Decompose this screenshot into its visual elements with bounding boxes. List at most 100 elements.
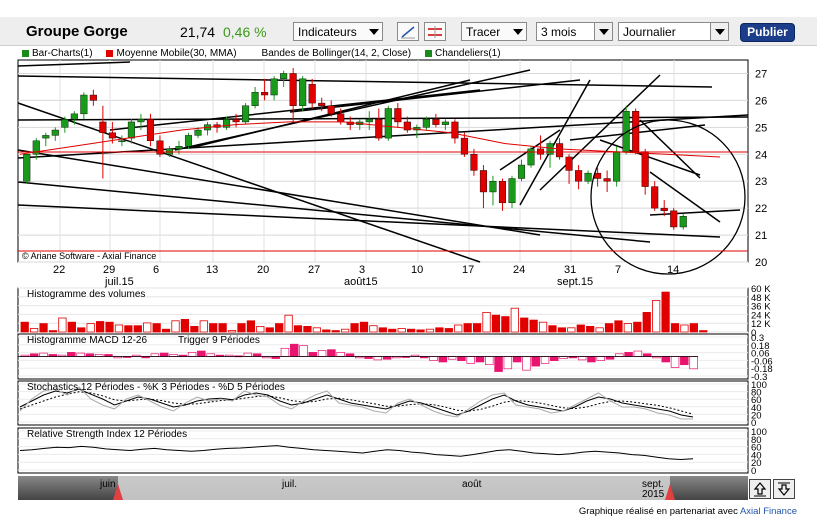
price-panel [17,59,749,263]
volume-bar [435,327,444,333]
volume-bar [538,321,548,333]
volume-bar [388,328,397,333]
chevron-down-icon [369,29,379,35]
candle-body [441,121,449,125]
navigator-right-handle-icon[interactable] [665,484,675,500]
rsi-tick-label: 0 [751,466,756,477]
navigator-month-label: 2015 [642,489,665,500]
rsi-series-line [19,445,694,461]
navigator-months: juin juil. août sept.2015 [99,479,665,500]
credit-link[interactable]: Axial Finance [739,506,797,517]
navigator-month-label: sept. [642,479,664,490]
legend-item-bollinger[interactable]: Bandes de Bollinger(14, 2, Close) [262,48,412,59]
day-tick-label: 20 [257,264,269,276]
drawn-circle[interactable] [590,119,746,275]
volume-bar [124,325,133,333]
moving-average-line [19,121,721,158]
volume-bar [397,328,406,333]
volume-bar [322,329,331,333]
candle-body [470,154,478,171]
candle-body [261,92,269,96]
candle-body [318,102,326,106]
macd-bar [475,356,485,363]
volume-bar [520,317,529,333]
stochastics-panel [17,380,749,426]
candle-body [242,105,250,123]
macd-tick-label: 0.3 [751,333,764,344]
candle-body [280,73,288,80]
draw-dropdown[interactable]: Tracer [461,22,527,41]
publish-button[interactable]: Publier [740,23,795,42]
volume-bar [293,325,303,333]
trend-line [539,74,661,191]
candle-body [432,119,440,125]
volume-bar [454,324,463,333]
candle-body [327,105,335,115]
volume-bar [67,321,76,333]
volume-bar [20,321,29,333]
macd-bar [438,356,448,363]
chevron-down-icon [513,29,523,35]
export-up-button[interactable] [749,479,771,499]
volume-y-axis: 60 K48 K36 K24 K12 K0 [751,284,771,339]
candle-body [42,135,50,139]
navigator-month-label: juil. [281,479,297,490]
legend-item-bar-charts[interactable]: Bar-Charts(1) [22,48,93,59]
candle-body [498,180,507,203]
candle-body [194,129,202,136]
volume-bar [152,323,161,333]
volume-bar [161,328,171,333]
macd-bar [670,356,680,368]
horizontal-lines-icon[interactable] [424,22,446,41]
volume-bar [425,328,435,333]
volume-bar [143,322,152,333]
volume-bar [275,323,284,333]
macd-tick-label: -0.06 [751,356,773,367]
export-down-button[interactable] [773,479,795,499]
candle-body [99,121,107,133]
indicators-dropdown[interactable]: Indicateurs [293,22,383,41]
navigator-left-handle-icon[interactable] [113,484,123,500]
trend-line-icon[interactable] [397,22,419,41]
legend-item-candlesticks[interactable]: Chandeliers(1) [424,48,501,59]
interval-select[interactable]: Journalier [618,22,729,41]
macd-bar [429,356,438,361]
indicators-label: Indicateurs [298,25,357,39]
legend-item-moving-average[interactable]: Moyenne Mobile(30, MMA) [106,48,237,59]
macd-bars [18,343,698,372]
volume-bar [510,307,519,333]
candle-body [108,132,116,139]
candle-body [23,154,31,182]
period-select[interactable]: 3 mois [536,22,613,41]
volume-bar [614,320,623,333]
candle-body [594,172,602,179]
macd-bar [596,356,605,361]
moving-average-swatch-icon [106,49,114,57]
download-icon [777,482,791,496]
price-tick-label: 26 [755,95,767,107]
volume-bar [341,328,350,333]
rsi-tick-label: 80 [751,435,762,446]
volume-bar [95,321,105,333]
candle-body [299,78,307,106]
macd-bar [689,356,698,370]
chevron-down-icon [710,23,728,40]
rsi-tick-label: 20 [751,458,762,469]
trend-line [17,61,131,67]
macd-bar [197,350,206,357]
macd-bar [373,356,383,361]
stochastics-tick-label: 0 [751,418,756,429]
candle-body [641,151,649,187]
trend-line [599,139,701,176]
candle-body [575,170,583,182]
candle-body [451,121,459,139]
macd-bar [605,356,615,360]
candle-body [223,119,231,128]
candle-body [508,178,516,203]
volume-bar [350,323,359,333]
macd-bar [587,356,596,363]
candle-body [403,121,411,131]
navigator-selection[interactable] [118,476,670,500]
macd-bar [624,352,633,357]
